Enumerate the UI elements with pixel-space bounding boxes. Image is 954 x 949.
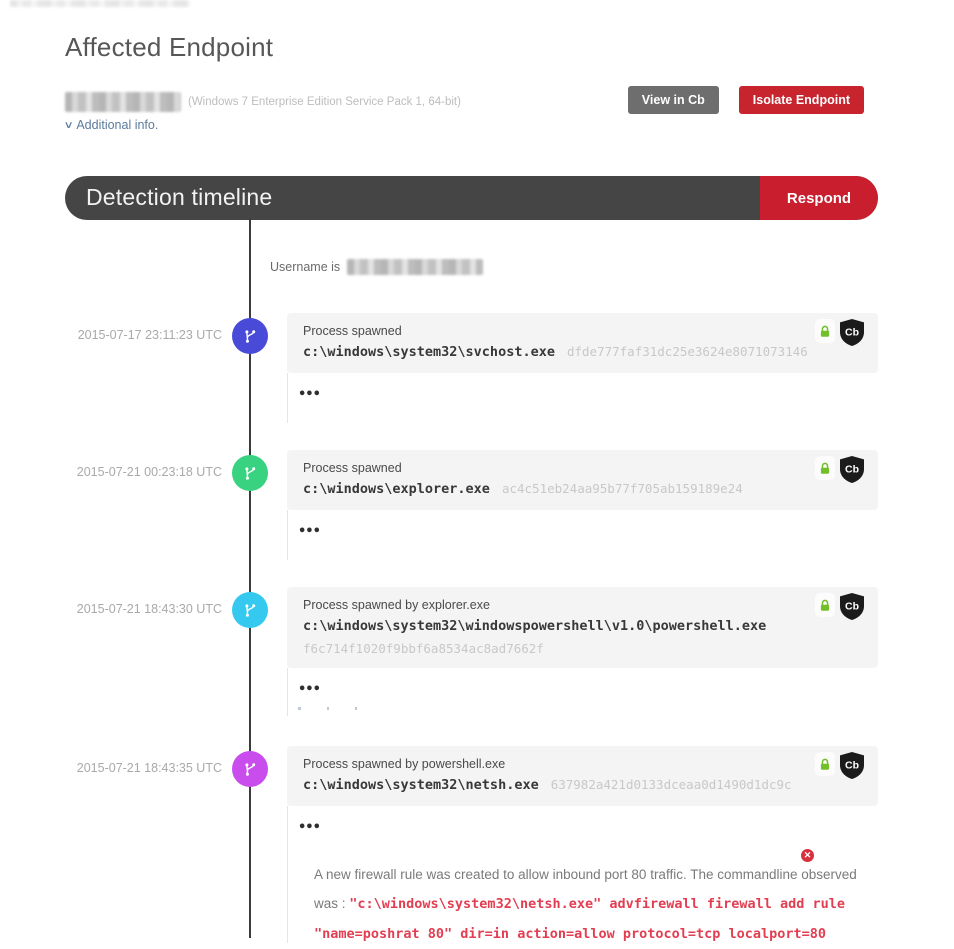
detection-detail-text: A new firewall rule was created to allow…	[314, 860, 859, 949]
expand-details-button[interactable]: •••	[298, 524, 321, 539]
cb-shield-badge[interactable]: Cb	[840, 456, 864, 483]
clipped-text-fragment	[298, 707, 357, 710]
svg-text:Cb: Cb	[845, 760, 859, 772]
process-path: c:\windows\explorer.exe	[303, 481, 490, 497]
isolate-endpoint-button[interactable]: Isolate Endpoint	[738, 86, 864, 114]
event-card[interactable]: Process spawned c:\windows\explorer.exe a…	[287, 450, 878, 510]
event-title: Process spawned	[303, 324, 402, 338]
respond-button[interactable]: Respond	[760, 176, 878, 220]
page-title: Affected Endpoint	[65, 32, 274, 62]
process-hash: f6c714f1020f9bbf6a8534ac8ad7662f	[303, 641, 544, 656]
event-timestamp: 2015-07-21 18:43:30 UTC	[76, 602, 222, 616]
detection-timeline-header-bar: Detection timeline Respond	[65, 176, 878, 220]
svg-text:Cb: Cb	[845, 601, 859, 613]
endpoint-row: (Windows 7 Enterprise Edition Service Pa…	[65, 85, 864, 117]
expand-details-button[interactable]: •••	[298, 682, 321, 697]
detection-timeline-title: Detection timeline	[86, 184, 273, 210]
event-card[interactable]: Process spawned by powershell.exe c:\win…	[287, 746, 878, 806]
detection-timeline: Username is 2015-07-17 23:11:23 UTC Proc…	[0, 219, 954, 943]
expand-details-button[interactable]: •••	[298, 387, 321, 402]
lock-icon	[820, 462, 830, 474]
additional-info-link[interactable]: ∨ Additional info.	[63, 118, 159, 132]
collapse-details-button[interactable]: •••	[298, 820, 321, 835]
event-details-section: ••• ✕ A new firewall rule was created to…	[287, 806, 954, 943]
event-timestamp: 2015-07-21 18:43:35 UTC	[76, 761, 222, 775]
process-fork-icon	[232, 592, 268, 628]
event-title: Process spawned by powershell.exe	[303, 757, 506, 771]
event-card[interactable]: Process spawned by explorer.exe c:\windo…	[287, 587, 878, 668]
timeline-event: 2015-07-17 23:11:23 UTC Process spawned …	[0, 313, 954, 423]
process-fork-icon	[232, 318, 268, 354]
lock-badge[interactable]	[815, 319, 835, 343]
event-details-section: •••	[287, 510, 954, 560]
lock-badge[interactable]	[815, 593, 835, 617]
redacted-username	[346, 259, 483, 275]
endpoint-os-info: (Windows 7 Enterprise Edition Service Pa…	[188, 96, 461, 108]
event-card[interactable]: Process spawned c:\windows\system32\svch…	[287, 313, 878, 373]
username-note: Username is	[270, 259, 483, 275]
dismiss-detection-icon[interactable]: ✕	[801, 849, 814, 862]
process-hash: ac4c51eb24aa95b77f705ab159189e24	[501, 481, 743, 496]
lock-icon	[820, 599, 830, 611]
timeline-line	[249, 219, 251, 938]
timeline-event: 2015-07-21 00:23:18 UTC Process spawned …	[0, 450, 954, 560]
redacted-breadcrumb	[10, 0, 190, 7]
event-timestamp: 2015-07-17 23:11:23 UTC	[77, 328, 222, 342]
timeline-event: 2015-07-21 18:43:35 UTC Process spawned …	[0, 746, 954, 943]
additional-info-label: Additional info.	[76, 118, 159, 132]
event-title: Process spawned by explorer.exe	[303, 598, 490, 612]
chevron-down-icon: ∨	[63, 119, 74, 131]
svg-text:Cb: Cb	[845, 464, 859, 476]
process-path: c:\windows\system32\netsh.exe	[303, 777, 539, 793]
detail-plain-text: A new firewall rule was created to allow…	[314, 867, 857, 882]
process-fork-icon	[232, 455, 268, 491]
lock-badge[interactable]	[815, 752, 835, 776]
process-fork-icon	[232, 751, 268, 787]
username-label: Username is	[270, 260, 341, 274]
event-details-section: •••	[287, 373, 954, 423]
cb-shield-badge[interactable]: Cb	[840, 319, 864, 346]
event-details-section: •••	[287, 668, 954, 716]
lock-icon	[820, 325, 830, 337]
process-path: c:\windows\system32\windowspowershell\v1…	[303, 618, 767, 634]
svg-text:Cb: Cb	[845, 327, 859, 339]
endpoint-actions: View in Cb Isolate Endpoint	[627, 86, 864, 114]
timeline-event: 2015-07-21 18:43:30 UTC Process spawned …	[0, 587, 954, 716]
lock-badge[interactable]	[815, 456, 835, 480]
lock-icon	[820, 758, 830, 770]
cb-shield-badge[interactable]: Cb	[840, 593, 864, 620]
view-in-cb-button[interactable]: View in Cb	[627, 86, 719, 114]
process-path: c:\windows\system32\svchost.exe	[303, 344, 555, 360]
process-hash: dfde777faf31dc25e3624e8071073146	[566, 344, 808, 359]
redacted-hostname	[65, 92, 181, 112]
detail-prefix: was :	[314, 896, 350, 911]
event-timestamp: 2015-07-21 00:23:18 UTC	[76, 465, 222, 479]
process-hash: 637982a421d0133dceaa0d1490d1dc9c	[550, 777, 792, 792]
cb-shield-badge[interactable]: Cb	[840, 752, 864, 779]
commandline-line2: "name=poshrat 80" dir=in action=allow pr…	[314, 926, 827, 942]
commandline-line1: "c:\windows\system32\netsh.exe" advfirew…	[349, 896, 846, 912]
event-title: Process spawned	[303, 461, 402, 475]
